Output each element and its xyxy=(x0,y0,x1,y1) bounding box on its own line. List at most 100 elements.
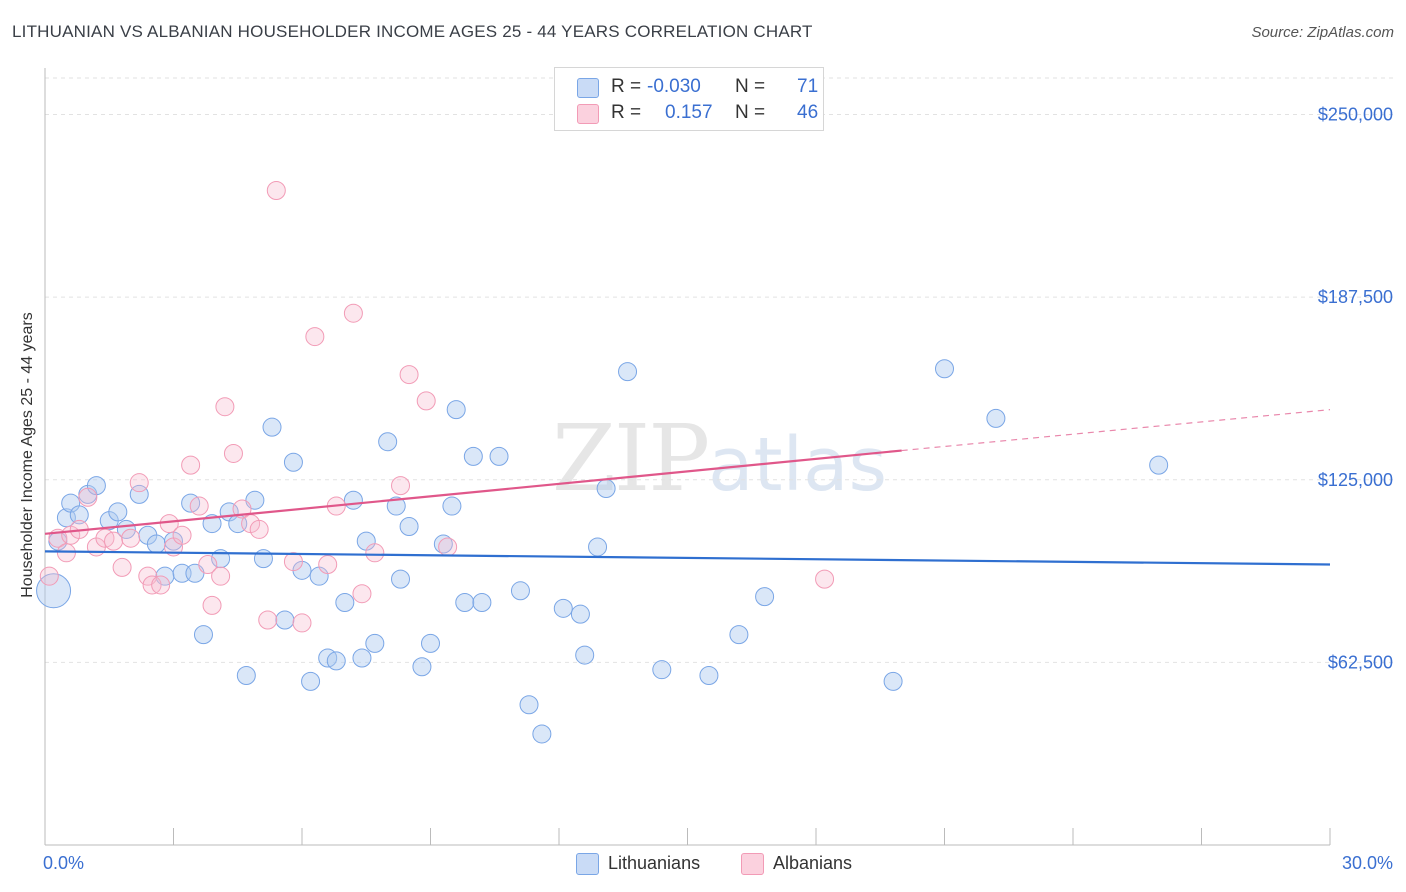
data-point-lithuanians xyxy=(455,592,475,612)
data-point-lithuanians xyxy=(262,417,282,437)
data-point-albanians xyxy=(181,455,201,475)
data-point-lithuanians xyxy=(883,671,903,691)
bottom-legend-label-lithuanians: Lithuanians xyxy=(608,853,701,873)
trend-line-albanians xyxy=(44,449,902,535)
data-point-lithuanians xyxy=(399,517,419,537)
data-point-lithuanians xyxy=(1149,455,1169,475)
data-point-albanians xyxy=(129,473,149,493)
data-point-lithuanians xyxy=(575,645,595,665)
data-point-lithuanians xyxy=(553,598,573,618)
correlation-legend: R = -0.030 N = 71 R = 0.157 N = 46 xyxy=(554,67,824,131)
legend-r-label: R = xyxy=(611,102,642,123)
data-point-lithuanians xyxy=(442,496,462,516)
data-point-lithuanians xyxy=(326,651,346,671)
data-point-lithuanians xyxy=(378,432,398,452)
data-point-lithuanians xyxy=(412,657,432,677)
chart-source: Source: ZipAtlas.com xyxy=(1251,24,1394,41)
data-point-lithuanians xyxy=(755,587,775,607)
data-point-albanians xyxy=(438,537,458,557)
data-point-lithuanians xyxy=(519,695,539,715)
data-point-lithuanians xyxy=(69,505,89,525)
data-point-albanians xyxy=(343,303,363,323)
data-point-lithuanians xyxy=(36,573,72,609)
y-tick-label: $125,000 xyxy=(1318,470,1393,490)
chart-title: LITHUANIAN VS ALBANIAN HOUSEHOLDER INCOM… xyxy=(12,22,813,41)
data-point-albanians xyxy=(416,391,436,411)
legend-r-value: -0.030 xyxy=(647,76,701,97)
legend-n-label: N = xyxy=(735,102,766,123)
data-point-lithuanians xyxy=(463,446,483,466)
data-point-albanians xyxy=(815,569,835,589)
data-point-albanians xyxy=(172,525,192,545)
data-point-lithuanians xyxy=(596,479,616,499)
data-point-albanians xyxy=(283,552,303,572)
data-point-albanians xyxy=(352,584,372,604)
data-point-albanians xyxy=(202,595,222,615)
data-point-albanians xyxy=(189,496,209,516)
data-point-albanians xyxy=(223,443,243,463)
data-point-lithuanians xyxy=(652,660,672,680)
data-point-lithuanians xyxy=(146,534,166,554)
bottom-legend-swatch-lithuanians xyxy=(576,853,599,875)
legend-n-value: 46 xyxy=(797,102,819,123)
data-point-albanians xyxy=(198,554,218,574)
data-point-albanians xyxy=(39,566,59,586)
watermark: ZIPatlas xyxy=(552,405,887,512)
data-point-lithuanians xyxy=(56,508,76,528)
data-point-albanians xyxy=(305,327,325,347)
y-tick-label: $250,000 xyxy=(1318,105,1393,125)
data-point-albanians xyxy=(266,180,286,200)
data-point-lithuanians xyxy=(253,549,273,569)
data-point-lithuanians xyxy=(343,490,363,510)
data-point-lithuanians xyxy=(532,724,552,744)
data-point-albanians xyxy=(292,613,312,633)
y-tick-label: $62,500 xyxy=(1328,652,1393,672)
data-point-lithuanians xyxy=(193,625,213,645)
data-point-lithuanians xyxy=(618,362,638,382)
trend-line-extension-albanians xyxy=(901,409,1331,452)
trend-line-lithuanians xyxy=(44,550,1331,566)
data-point-albanians xyxy=(365,543,385,563)
bottom-legend-swatch-albanians xyxy=(741,853,764,875)
data-point-lithuanians xyxy=(510,581,530,601)
data-point-albanians xyxy=(121,528,141,548)
data-point-albanians xyxy=(112,557,132,577)
data-point-lithuanians xyxy=(729,625,749,645)
data-point-lithuanians xyxy=(108,502,128,522)
watermark-zip: ZIP xyxy=(552,405,710,512)
data-point-lithuanians xyxy=(335,592,355,612)
data-point-lithuanians xyxy=(588,537,608,557)
data-point-lithuanians xyxy=(446,400,466,420)
watermark-atlas: atlas xyxy=(708,422,887,508)
legend-n-label: N = xyxy=(735,76,766,97)
data-point-albanians xyxy=(258,610,278,630)
bottom-legend-label-albanians: Albanians xyxy=(773,853,853,873)
y-axis-label: Householder Income Ages 25 - 44 years xyxy=(19,312,36,598)
x-tick-label: 0.0% xyxy=(43,853,84,873)
legend-n-value: 71 xyxy=(797,76,819,97)
data-point-lithuanians xyxy=(236,666,256,686)
data-point-lithuanians xyxy=(275,610,295,630)
data-point-albanians xyxy=(104,531,124,551)
data-point-albanians xyxy=(318,554,338,574)
legend-swatch-lithuanians xyxy=(577,78,599,98)
data-point-lithuanians xyxy=(352,648,372,668)
data-point-albanians xyxy=(249,519,269,539)
x-tick-label: 30.0% xyxy=(1342,853,1393,873)
data-point-lithuanians xyxy=(421,633,440,653)
data-point-lithuanians xyxy=(283,452,303,472)
data-point-lithuanians xyxy=(570,604,590,624)
y-tick-label: $187,500 xyxy=(1318,287,1393,307)
data-point-albanians xyxy=(215,397,235,417)
legend-r-label: R = xyxy=(611,76,642,97)
legend-swatch-albanians xyxy=(577,104,599,124)
legend-r-value: 0.157 xyxy=(665,102,713,123)
data-point-lithuanians xyxy=(386,496,406,516)
data-point-albanians xyxy=(151,575,171,595)
data-point-lithuanians xyxy=(391,569,411,589)
data-point-lithuanians xyxy=(489,446,509,466)
data-point-albanians xyxy=(56,543,76,563)
data-point-lithuanians xyxy=(986,408,1006,428)
data-point-lithuanians xyxy=(472,592,492,612)
